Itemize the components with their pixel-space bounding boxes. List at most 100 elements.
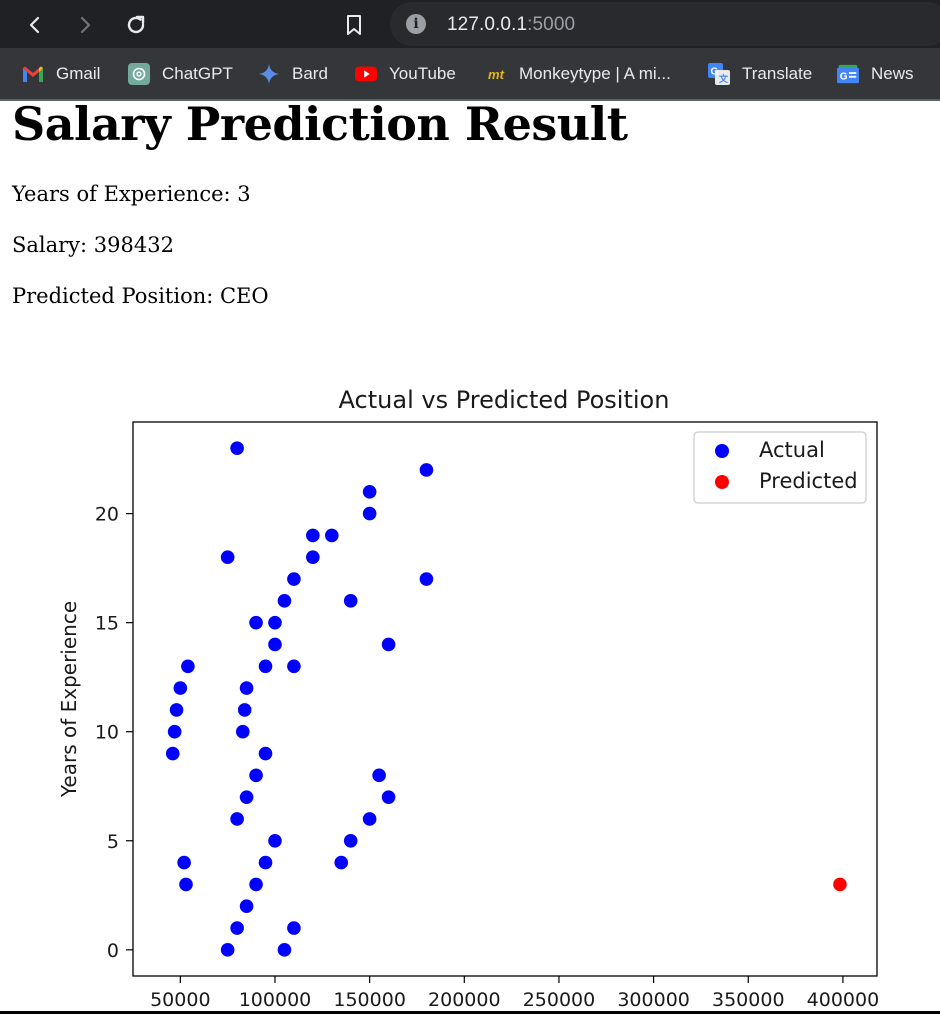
forward-button[interactable] (70, 10, 100, 40)
actual-point (287, 572, 301, 586)
monkeytype-icon: mt (488, 66, 504, 82)
bookmark-label: ChatGPT (162, 64, 233, 83)
actual-point (334, 855, 349, 870)
actual-point (181, 659, 195, 674)
chevron-left-icon (29, 16, 40, 34)
actual-point (249, 768, 263, 783)
svg-text:G: G (840, 72, 848, 83)
actual-point (362, 506, 377, 521)
actual-point (239, 681, 254, 695)
actual-point (258, 659, 273, 674)
x-tick-label: 400000 (807, 989, 880, 1011)
y-axis-label: Years of Experience (57, 601, 81, 798)
legend-box (693, 431, 867, 504)
actual-point (362, 484, 377, 499)
legend-label-predicted: Predicted (759, 469, 858, 493)
actual-point (230, 441, 244, 455)
actual-point (343, 833, 358, 848)
bookmark-gmail[interactable]: Gmail (22, 62, 100, 86)
chart-title: Actual vs Predicted Position (339, 386, 670, 414)
actual-point (167, 724, 182, 739)
actual-point (287, 921, 301, 935)
legend: Actual Predicted (693, 431, 867, 504)
position-text: Predicted Position: CEO (12, 284, 269, 308)
actual-point (258, 746, 273, 761)
actual-point (306, 550, 320, 565)
chatgpt-icon (128, 63, 150, 85)
legend-marker-predicted (715, 475, 729, 489)
bookmark-monkeytype[interactable]: mt Monkeytype | A mi... (485, 62, 671, 86)
y-tick-label: 5 (107, 831, 119, 853)
back-button[interactable] (20, 10, 50, 40)
actual-point (220, 550, 235, 565)
salary-text: Salary: 398432 (12, 233, 174, 257)
experience-text: Years of Experience: 3 (12, 182, 251, 206)
bookmark-label: News (871, 64, 914, 83)
actual-point (230, 921, 244, 935)
site-info-icon[interactable]: i (406, 14, 426, 34)
y-tick-label: 20 (95, 504, 119, 526)
reload-icon (127, 15, 145, 34)
bookmarks-bar: Gmail ChatGPT Bard YouTube mt Monkeytype… (0, 48, 940, 101)
actual-point (258, 855, 273, 870)
actual-point (372, 768, 386, 783)
scatter-chart: Actual vs Predicted Position Years of Ex… (57, 386, 880, 1011)
url-port: :5000 (527, 14, 576, 35)
actual-point (177, 855, 191, 870)
plot-area (132, 421, 878, 977)
browser-toolbar: i 127.0.0.1:5000 (0, 0, 940, 48)
actual-point (381, 790, 396, 804)
bookmark-youtube[interactable]: YouTube (355, 62, 456, 86)
actual-point (381, 637, 396, 652)
bookmark-label: YouTube (389, 64, 456, 83)
actual-point (239, 899, 254, 914)
actual-point (249, 877, 263, 892)
actual-point (419, 572, 434, 586)
y-axis: 0 5 10 15 20 (95, 504, 133, 962)
bard-icon (258, 63, 280, 85)
news-icon: G (837, 63, 859, 85)
bookmark-button[interactable] (339, 10, 369, 40)
actual-point (169, 703, 184, 717)
actual-point (220, 943, 235, 957)
page-content: Salary Prediction Result Years of Experi… (0, 97, 940, 1014)
data-points (165, 441, 847, 957)
x-tick-label: 50000 (150, 989, 210, 1011)
y-tick-label: 10 (95, 722, 119, 744)
address-url[interactable]: 127.0.0.1:5000 (447, 14, 575, 36)
actual-point (277, 594, 292, 608)
x-tick-label: 300000 (617, 989, 690, 1011)
page-title: Salary Prediction Result (12, 97, 628, 151)
browser-chrome: i 127.0.0.1:5000 Gmail ChatGPT Bard (0, 0, 940, 101)
actual-point (268, 833, 282, 848)
address-bar[interactable]: i 127.0.0.1:5000 (390, 2, 940, 46)
actual-point (249, 615, 263, 630)
bookmark-label: Monkeytype | A mi... (519, 64, 671, 83)
x-tick-label: 150000 (333, 989, 406, 1011)
x-tick-label: 200000 (428, 989, 501, 1011)
youtube-icon (355, 63, 377, 85)
bookmark-bard[interactable]: Bard (258, 62, 328, 86)
actual-point (236, 724, 250, 739)
svg-text:文: 文 (718, 73, 729, 84)
reload-button[interactable] (121, 10, 151, 40)
actual-point (173, 681, 188, 695)
x-tick-label: 250000 (523, 989, 596, 1011)
legend-label-actual: Actual (759, 438, 825, 462)
y-tick-label: 15 (95, 613, 119, 635)
svg-text:G: G (711, 67, 719, 78)
bookmark-chatgpt[interactable]: ChatGPT (128, 62, 233, 86)
x-tick-label: 350000 (712, 989, 785, 1011)
actual-point (343, 594, 358, 608)
actual-point (306, 528, 320, 543)
actual-point (239, 790, 254, 804)
bookmark-news[interactable]: G News (837, 62, 914, 86)
actual-point (419, 463, 434, 477)
actual-point (230, 812, 244, 826)
bookmark-label: Translate (742, 64, 813, 83)
actual-point (287, 659, 301, 674)
actual-point (324, 528, 339, 543)
y-tick-label: 0 (107, 940, 119, 962)
